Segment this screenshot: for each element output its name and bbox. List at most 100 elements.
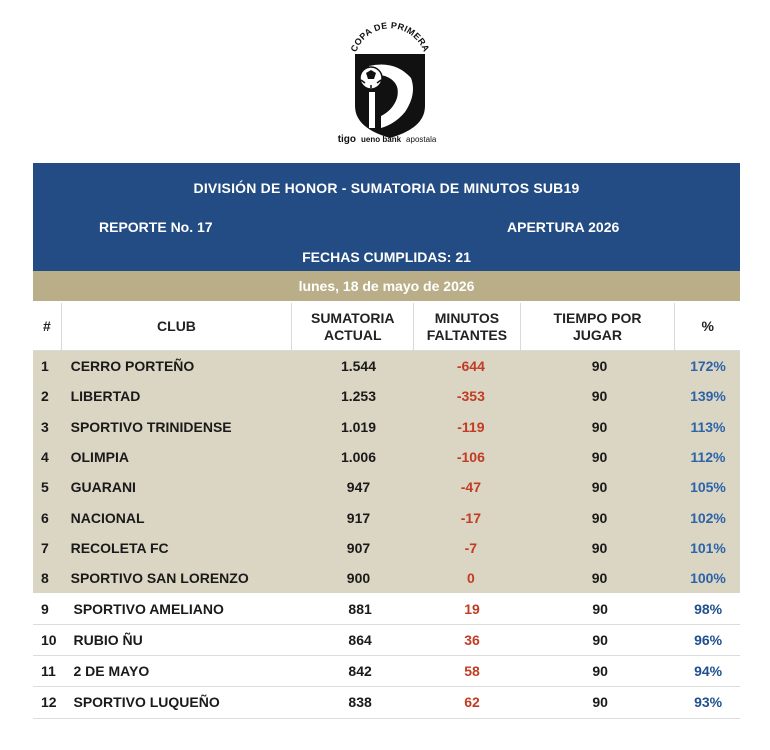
cell-rank: 1	[41, 358, 49, 375]
cell-tiempo: 90	[592, 600, 608, 617]
header-percent: %	[701, 318, 714, 334]
cell-suma: 917	[346, 509, 371, 526]
table-header: # CLUB SUMATORIA ACTUAL MINUTOS FALTANTES …	[33, 303, 740, 351]
cell-club: RECOLETA FC	[70, 539, 169, 556]
sponsor-tigo: tigo	[337, 133, 357, 145]
copa-de-primera-logo: COPA DE PRIMERA	[349, 20, 432, 138]
cell-tiempo: 90	[591, 388, 608, 405]
cell-pct: 113%	[690, 418, 726, 435]
cell-club: 2 DE MAYO	[73, 663, 150, 680]
cell-pct: 98%	[694, 600, 723, 617]
cell-falt: 36	[464, 631, 480, 648]
cell-rank: 10	[41, 631, 57, 648]
cell-pct: 105%	[690, 479, 726, 496]
cell-rank: 2	[41, 388, 49, 405]
cell-rank: 6	[41, 509, 49, 526]
cell-suma: 907	[346, 539, 371, 556]
header-tiempo: TIEMPO POR JUGAR	[521, 303, 676, 350]
header-tiempo-line1: TIEMPO POR	[553, 309, 642, 326]
cell-rank: 11	[41, 663, 56, 680]
table-row: 6 NACIONAL 917 -17 90 102%	[33, 502, 740, 533]
season-label: APERTURA 2026	[507, 219, 620, 235]
header-banner: DIVISIÓN DE HONOR - SUMATORIA DE MINUTOS…	[33, 163, 740, 271]
cell-suma: 1.253	[340, 388, 376, 405]
cell-rank: 9	[41, 600, 49, 617]
cell-club: LIBERTAD	[70, 388, 141, 405]
cell-falt: 19	[464, 600, 480, 617]
cell-tiempo: 90	[592, 663, 608, 680]
minutes-table: # CLUB SUMATORIA ACTUAL MINUTOS FALTANTES …	[33, 303, 740, 719]
header-faltantes: MINUTOS FALTANTES	[414, 303, 521, 350]
cell-club: OLIMPIA	[70, 449, 129, 466]
table-row: 12 SPORTIVO LUQUEÑO 838 62 90 93%	[33, 687, 740, 719]
cell-rank: 8	[41, 570, 49, 587]
table-row: 3 SPORTIVO TRINIDENSE 1.019 -119 90 113%	[33, 411, 740, 442]
cell-suma: 1.019	[340, 418, 376, 435]
cell-rank: 12	[41, 694, 57, 711]
header-sumatoria-line1: SUMATORIA	[310, 309, 395, 326]
header-rank: #	[33, 303, 62, 350]
cell-club: GUARANI	[70, 479, 136, 496]
cell-rank: 4	[41, 449, 49, 466]
cell-tiempo: 90	[591, 570, 608, 587]
cell-club: RUBIO ÑU	[73, 631, 143, 648]
table-row: 4 OLIMPIA 1.006 -106 90 112%	[33, 441, 740, 473]
cell-suma: 838	[348, 694, 372, 711]
logo-arc-text: COPA DE PRIMERA	[349, 20, 432, 53]
sponsor-logos: tigo ueno bank apostala	[332, 131, 442, 147]
header-sumatoria-line2: ACTUAL	[323, 326, 382, 343]
cell-suma: 842	[348, 663, 372, 680]
cell-tiempo: 90	[592, 694, 608, 711]
cell-club: SPORTIVO TRINIDENSE	[70, 418, 232, 435]
table-body: 1 CERRO PORTEÑO 1.544 -644 90 172% 2 LIBERTAD 1.…	[33, 351, 740, 719]
cell-pct: 112%	[690, 449, 726, 466]
header-faltantes-line1: MINUTOS	[434, 309, 500, 326]
cell-suma: 1.544	[340, 358, 376, 375]
table-row: 2 LIBERTAD 1.253 -353 90 139%	[33, 381, 740, 412]
table-row: 10 RUBIO ÑU 864 36 90 96%	[33, 624, 740, 656]
header-faltantes-line2: FALTANTES	[426, 326, 508, 343]
cell-pct: 101%	[690, 539, 726, 556]
sponsor-ueno-bank: ueno bank	[361, 134, 402, 144]
cell-club: NACIONAL	[70, 509, 145, 526]
table-row: 7 RECOLETA FC 907 -7 90 101%	[33, 532, 740, 564]
cell-rank: 3	[41, 418, 49, 435]
cell-suma: 1.006	[340, 449, 376, 466]
cell-pct: 102%	[690, 509, 726, 526]
cell-club: SPORTIVO LUQUEÑO	[73, 694, 220, 711]
report-title: DIVISIÓN DE HONOR - SUMATORIA DE MINUTOS…	[193, 180, 580, 196]
cell-pct: 100%	[690, 570, 726, 587]
table-row: 8 SPORTIVO SAN LORENZO 900 0 90 100%	[33, 563, 740, 594]
cell-suma: 947	[346, 479, 371, 496]
cell-falt: 58	[464, 663, 480, 680]
header-tiempo-line2: JUGAR	[572, 326, 622, 343]
cell-falt: -106	[456, 449, 485, 466]
cell-club: SPORTIVO AMELIANO	[73, 600, 224, 617]
header-sumatoria: SUMATORIA ACTUAL	[292, 303, 415, 350]
cell-club: SPORTIVO SAN LORENZO	[70, 570, 249, 587]
dates-completed: FECHAS CUMPLIDAS: 21	[302, 249, 471, 265]
cell-tiempo: 90	[591, 449, 608, 466]
cell-suma: 900	[346, 570, 371, 587]
table-row: 11 2 DE MAYO 842 58 90 94%	[33, 655, 740, 688]
cell-falt: -17	[460, 509, 481, 526]
report-date-text: lunes, 18 de mayo de 2026	[298, 278, 475, 294]
cell-tiempo: 90	[591, 509, 608, 526]
cell-pct: 172%	[690, 358, 726, 375]
cell-falt: -47	[460, 479, 481, 496]
cell-tiempo: 90	[592, 631, 608, 648]
report-date: lunes, 18 de mayo de 2026	[33, 271, 740, 301]
cell-rank: 7	[41, 539, 49, 556]
cell-rank: 5	[41, 479, 49, 496]
table-row: 9 SPORTIVO AMELIANO 881 19 90 98%	[33, 593, 740, 625]
report-number: REPORTE No. 17	[99, 219, 213, 235]
cell-falt: 0	[466, 570, 475, 587]
cell-tiempo: 90	[591, 479, 608, 496]
table-row: 5 GUARANI 947 -47 90 105%	[33, 472, 740, 503]
cell-suma: 864	[348, 631, 372, 648]
cell-falt: 62	[464, 694, 480, 711]
cell-club: CERRO PORTEÑO	[70, 358, 195, 375]
cell-tiempo: 90	[591, 539, 608, 556]
header-club: CLUB	[62, 303, 293, 350]
cell-falt: -353	[456, 388, 485, 405]
